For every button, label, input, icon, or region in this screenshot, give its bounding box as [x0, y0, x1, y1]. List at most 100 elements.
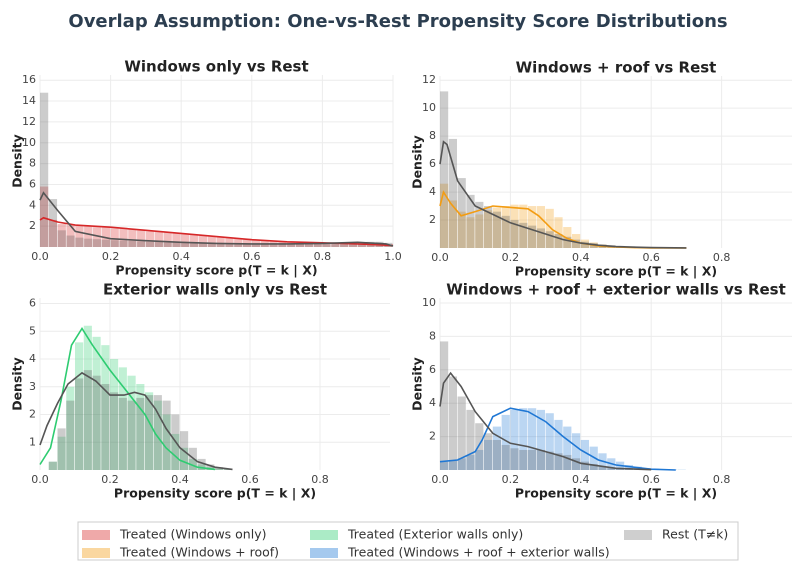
histogram-bar	[440, 461, 449, 470]
x-tick-label: 0.8	[713, 251, 731, 264]
y-tick-label: 10	[422, 296, 436, 309]
histogram-bar	[118, 397, 127, 470]
histogram-bar	[475, 449, 484, 470]
histogram-bar	[101, 384, 110, 470]
y-tick-label: 3	[29, 380, 36, 393]
y-tick-label: 8	[429, 129, 436, 142]
histogram-bar	[457, 458, 466, 470]
histogram-bar	[304, 242, 313, 247]
histogram-bar	[215, 467, 224, 470]
histogram-bar	[75, 226, 84, 247]
histogram-bar	[172, 242, 181, 247]
histogram-bar	[598, 466, 607, 470]
y-tick-label: 6	[29, 177, 36, 190]
legend-label: Treated (Windows + roof)	[119, 545, 279, 560]
histogram-bar	[83, 325, 92, 470]
histogram-bar	[580, 439, 589, 470]
histogram-bar	[501, 444, 510, 470]
histogram-bar	[580, 461, 589, 470]
y-tick-label: 6	[429, 157, 436, 170]
kde-line	[39, 371, 233, 471]
histogram-bar	[563, 454, 572, 470]
x-tick-label: 0.6	[243, 250, 261, 263]
histogram-bar	[92, 375, 101, 470]
histogram-bar	[110, 359, 119, 470]
histogram-bar	[57, 428, 66, 470]
histogram-bar	[448, 459, 457, 470]
histogram-bar	[190, 242, 199, 247]
legend-label: Rest (T≠k)	[662, 527, 728, 542]
histogram-bar	[66, 400, 75, 470]
histogram-bar	[66, 386, 75, 470]
histogram-bar	[348, 242, 358, 247]
histogram-bar	[528, 408, 537, 470]
histogram-bar	[251, 243, 261, 247]
histogram-bar	[519, 222, 528, 248]
legend-swatch	[82, 548, 110, 558]
histogram-bar	[554, 419, 563, 470]
y-axis-label: Density	[10, 134, 25, 188]
histogram-bar	[484, 433, 493, 470]
histogram-bar	[145, 392, 154, 470]
histogram-bar	[563, 236, 572, 248]
histogram-bar	[572, 458, 581, 470]
histogram-bar	[440, 341, 449, 470]
kde-line	[439, 407, 676, 471]
x-tick-label: 0.8	[311, 473, 329, 486]
x-tick-label: 1.0	[384, 250, 402, 263]
histogram-bar	[536, 449, 545, 470]
histogram-bar	[563, 426, 572, 470]
histogram-bar	[75, 237, 84, 247]
histogram-bar	[554, 234, 563, 248]
histogram-bar	[119, 228, 128, 247]
histogram-bar	[510, 220, 519, 248]
histogram-bar	[295, 243, 305, 247]
histogram-bar	[510, 409, 519, 470]
histogram-bar	[589, 446, 598, 470]
y-tick-label: 1	[29, 435, 36, 448]
x-tick-label: 0.2	[102, 250, 120, 263]
histogram-bar	[128, 229, 137, 247]
kde-line	[39, 326, 216, 471]
histogram-bar	[181, 242, 190, 247]
histogram-bar	[322, 242, 331, 247]
histogram-bar	[40, 186, 49, 247]
kde-line	[39, 191, 394, 247]
histogram-bar	[536, 206, 545, 248]
histogram-bar	[492, 211, 501, 248]
histogram-bar	[466, 454, 475, 470]
histogram-bar	[57, 230, 66, 247]
histogram-bar	[127, 375, 136, 470]
histogram-bar	[536, 228, 545, 248]
histogram-bar	[180, 447, 189, 470]
histogram-bar	[128, 240, 137, 247]
y-tick-label: 14	[22, 94, 36, 107]
x-axis-label: Propensity score p(T = k | X)	[114, 486, 316, 501]
x-tick-label: 0.0	[431, 473, 449, 486]
kde-line	[439, 371, 652, 471]
histogram-bar	[313, 243, 322, 247]
histogram-bar	[563, 227, 572, 248]
x-tick-label: 0.2	[502, 251, 520, 264]
histogram-bar	[457, 211, 466, 248]
histogram-bar	[375, 244, 384, 247]
histogram-bar	[492, 426, 501, 470]
histogram-bar	[127, 400, 136, 470]
y-tick-label: 8	[429, 329, 436, 342]
histogram-bar	[92, 227, 102, 247]
histogram-bar	[66, 235, 75, 247]
histogram-bar	[607, 467, 616, 470]
x-axis-label: Propensity score p(T = k | X)	[515, 264, 717, 279]
histogram-bar	[197, 458, 206, 470]
y-tick-label: 5	[29, 324, 36, 337]
y-tick-label: 4	[429, 396, 436, 409]
histogram-bar	[492, 439, 501, 470]
legend-swatch	[82, 530, 110, 540]
histogram-bar	[440, 183, 449, 248]
histogram-bar	[466, 217, 475, 248]
histogram-bar	[225, 243, 234, 247]
histogram-bar	[198, 235, 208, 247]
histogram-bar	[475, 201, 484, 248]
histogram-bar	[331, 243, 340, 247]
